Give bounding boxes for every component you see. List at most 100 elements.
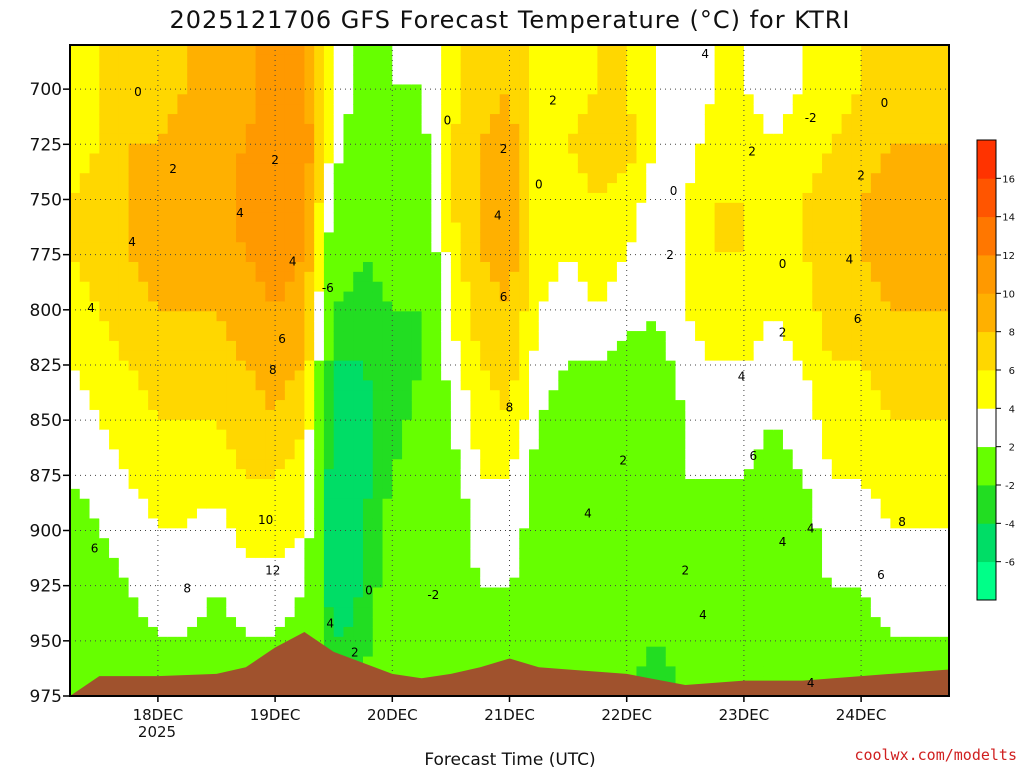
temperature-cell (304, 173, 315, 184)
temperature-cell (548, 400, 559, 411)
temperature-cell (480, 133, 491, 145)
temperature-cell (763, 626, 774, 638)
temperature-cell (656, 528, 667, 539)
temperature-cell (753, 54, 765, 66)
temperature-cell (226, 202, 237, 214)
temperature-cell (558, 331, 569, 342)
temperature-cell (255, 252, 266, 263)
temperature-cell (372, 597, 384, 608)
temperature-cell (626, 133, 638, 145)
temperature-cell (431, 577, 442, 589)
temperature-cell (460, 488, 472, 500)
temperature-cell (187, 84, 198, 95)
temperature-cell (138, 262, 149, 273)
temperature-cell (284, 597, 296, 608)
temperature-cell (753, 646, 765, 658)
temperature-cell (675, 488, 686, 500)
temperature-cell (284, 370, 296, 381)
temperature-cell (226, 45, 237, 56)
temperature-cell (245, 252, 257, 263)
temperature-cell (597, 528, 608, 539)
temperature-cell (372, 607, 384, 618)
temperature-cell (538, 281, 550, 293)
temperature-cell (284, 54, 296, 66)
temperature-cell (138, 242, 149, 253)
temperature-cell (167, 94, 179, 105)
temperature-cell (724, 567, 735, 579)
temperature-cell (675, 54, 686, 66)
temperature-cell (753, 656, 765, 668)
temperature-cell (294, 232, 305, 243)
temperature-cell (157, 429, 169, 441)
temperature-cell (675, 548, 686, 559)
temperature-cell (216, 153, 227, 164)
temperature-cell (216, 439, 227, 451)
temperature-cell (99, 380, 110, 391)
temperature-cell (226, 232, 237, 243)
temperature-cell (587, 597, 598, 608)
temperature-cell (187, 94, 198, 105)
temperature-cell (734, 656, 745, 668)
temperature-cell (509, 252, 520, 263)
temperature-cell (411, 646, 423, 658)
temperature-cell (568, 133, 579, 145)
temperature-cell (626, 242, 638, 253)
temperature-cell (304, 192, 315, 204)
temperature-cell (626, 557, 638, 569)
temperature-cell (558, 498, 569, 510)
temperature-cell (363, 409, 374, 421)
temperature-cell (392, 597, 403, 608)
temperature-cell (704, 202, 716, 214)
temperature-cell (216, 498, 227, 510)
temperature-cell (167, 45, 179, 56)
temperature-cell (187, 163, 198, 174)
temperature-cell (70, 94, 81, 105)
temperature-cell (372, 636, 384, 648)
temperature-cell (187, 400, 198, 411)
temperature-cell (99, 439, 110, 451)
temperature-cell (470, 636, 481, 648)
temperature-cell (89, 281, 100, 293)
temperature-cell (587, 232, 598, 243)
temperature-cell (275, 479, 286, 490)
temperature-cell (187, 183, 198, 194)
temperature-cell (792, 548, 804, 559)
temperature-cell (304, 281, 315, 293)
temperature-cell (392, 666, 403, 677)
temperature-cell (236, 548, 247, 559)
temperature-cell (734, 350, 745, 362)
temperature-cell (109, 54, 120, 66)
temperature-cell (509, 45, 520, 56)
temperature-cell (284, 271, 296, 283)
temperature-cell (480, 192, 491, 204)
temperature-cell (109, 252, 120, 263)
temperature-cell (196, 557, 208, 569)
plot-area (70, 45, 949, 696)
temperature-cell (138, 577, 149, 589)
temperature-cell (421, 45, 432, 56)
temperature-cell (450, 212, 462, 224)
temperature-cell (177, 212, 188, 224)
temperature-cell (792, 360, 804, 372)
temperature-cell (685, 676, 696, 687)
temperature-cell (480, 479, 491, 490)
temperature-cell (802, 192, 813, 204)
temperature-cell (656, 202, 667, 214)
temperature-cell (460, 409, 472, 421)
temperature-cell (753, 498, 765, 510)
temperature-cell (372, 409, 384, 421)
temperature-cell (89, 271, 100, 283)
temperature-cell (675, 242, 686, 253)
temperature-cell (558, 557, 569, 569)
temperature-cell (109, 291, 120, 303)
temperature-cell (782, 321, 794, 332)
temperature-cell (109, 636, 120, 648)
temperature-cell (363, 607, 374, 618)
temperature-cell (343, 587, 354, 598)
temperature-cell (148, 538, 159, 549)
temperature-cell (695, 577, 706, 589)
temperature-cell (431, 331, 442, 342)
temperature-cell (392, 202, 403, 214)
temperature-cell (607, 449, 618, 460)
temperature-cell (206, 54, 218, 66)
